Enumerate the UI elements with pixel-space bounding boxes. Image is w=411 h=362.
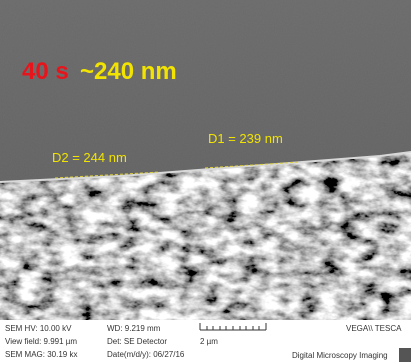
info-text: Date(m/d/y): 06/27/16 (107, 350, 185, 359)
info-text: SEM MAG: 30.19 kx (5, 350, 77, 359)
logo (399, 348, 411, 362)
info-text: View field: 9.991 µm (5, 337, 77, 346)
scale-label: 2 µm (200, 337, 218, 346)
info-text: WD: 9.219 mm (107, 324, 161, 333)
thickness-label: ~240 nm (80, 58, 177, 85)
info-text: SEM HV: 10.00 kV (5, 324, 72, 333)
brand: VEGA\\ TESCA (346, 324, 402, 333)
info-text: Det: SE Detector (107, 337, 167, 346)
imaging-label: Digital Microscopy Imaging (292, 351, 388, 360)
sem-image: 40 s ~240 nm D1 = 239 nm D2 = 244 nm SEM… (0, 0, 411, 362)
time-label: 40 s (22, 58, 69, 85)
d2-label: D2 = 244 nm (52, 150, 127, 165)
d1-label: D1 = 239 nm (208, 131, 283, 146)
